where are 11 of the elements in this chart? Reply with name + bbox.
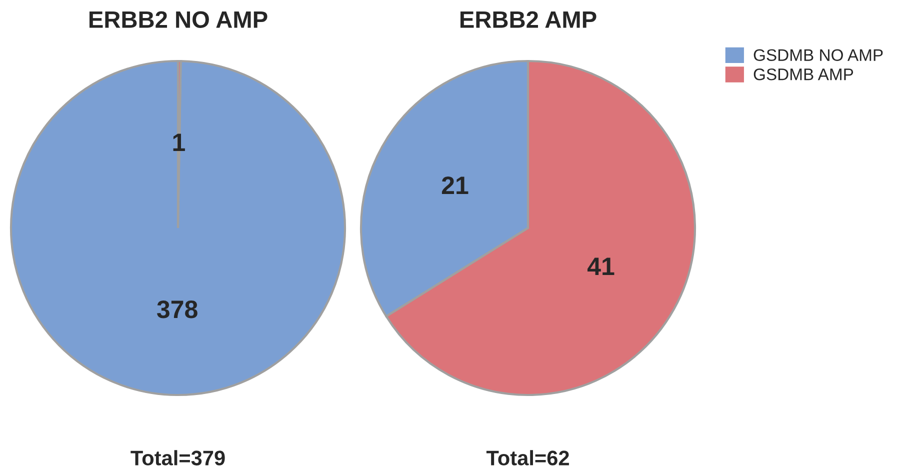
legend-label: GSDMB AMP — [754, 68, 854, 80]
data-label: 21 — [442, 176, 468, 194]
text: Total=62 — [486, 450, 569, 466]
data-label: 41 — [587, 258, 614, 275]
data-label: 1 — [173, 134, 185, 151]
chart-title: ERBB2 NO AMP — [90, 11, 268, 28]
legend-label: GSDMB NO AMP — [754, 49, 883, 61]
data-label: 378 — [157, 300, 198, 318]
pie-slice — [10, 60, 346, 396]
text: Total=379 — [130, 450, 225, 466]
chart-title: ERBB2 AMP — [460, 11, 596, 28]
